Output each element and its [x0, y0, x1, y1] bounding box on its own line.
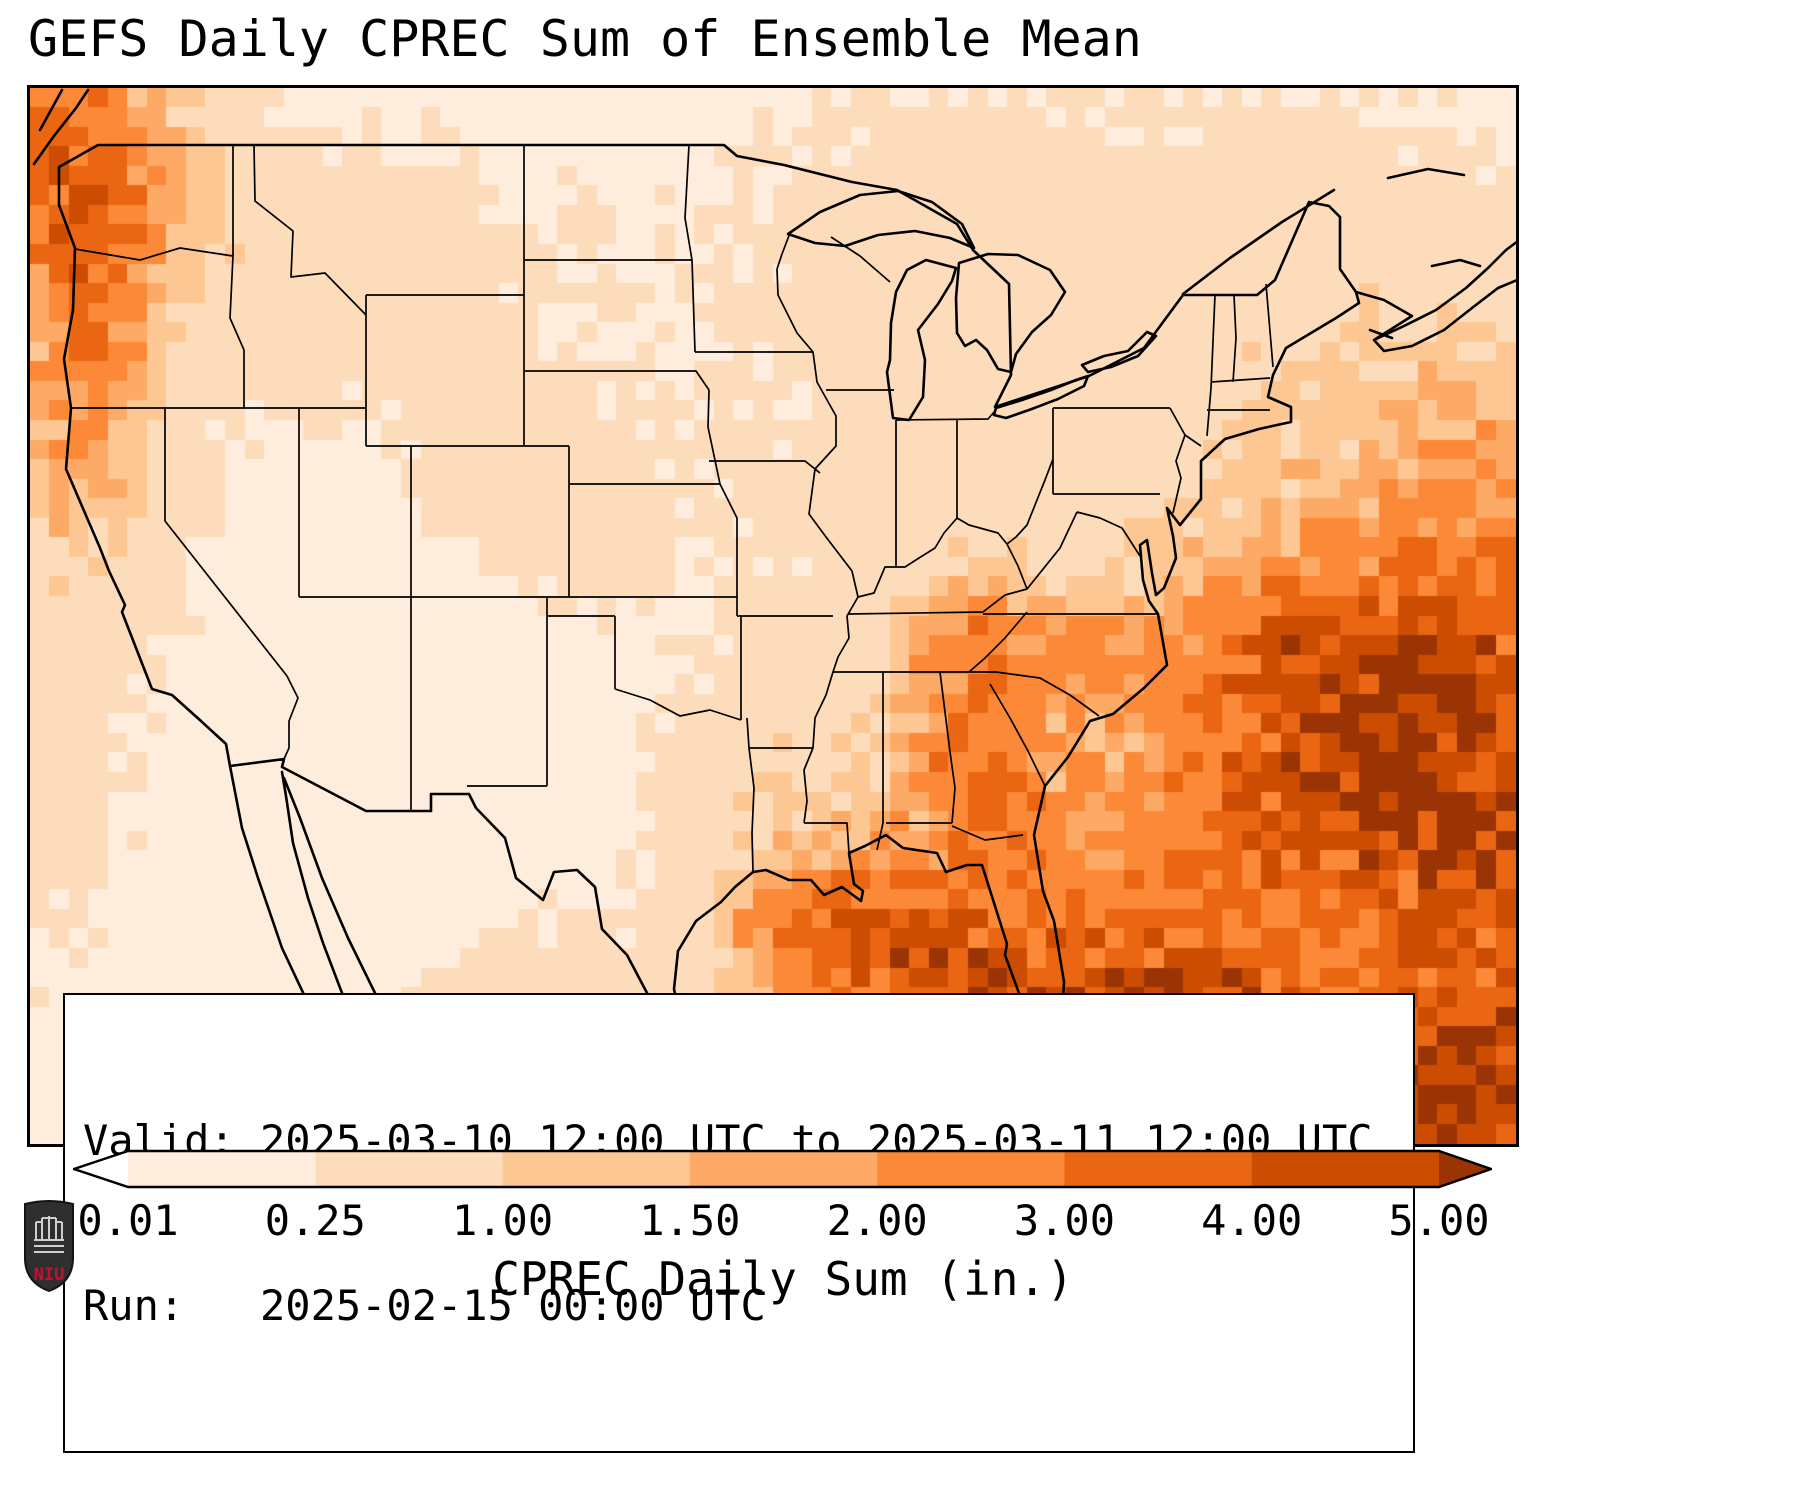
colorbar-under-arrow [74, 1151, 128, 1187]
state-borders [71, 144, 1274, 873]
colorbar-tick: 2.00 [826, 1196, 928, 1245]
colorbar-label: CPREC Daily Sum (in.) [492, 1252, 1074, 1306]
great-lakes-outline [786, 189, 1158, 422]
colorbar-tick: 5.00 [1388, 1196, 1490, 1245]
colorbar-svg [70, 1149, 1495, 1189]
page-title: GEFS Daily CPREC Sum of Ensemble Mean [28, 10, 1142, 68]
niu-shield-icon: NIU [24, 1200, 74, 1293]
colorbar-tick: 0.01 [77, 1196, 179, 1245]
run-line: Run: 2025-02-15 00:00 UTC [83, 1281, 766, 1330]
colorbar-tick: 3.00 [1013, 1196, 1115, 1245]
colorbar-outline [70, 1149, 1495, 1189]
colorbar-ticks: 0.01 0.25 1.00 1.50 2.00 3.00 4.00 5.00 [73, 1196, 1492, 1248]
niu-logo: NIU [22, 1196, 76, 1294]
colorbar [70, 1149, 1495, 1189]
map-borders [32, 88, 1516, 1144]
canada-coastline [32, 88, 1516, 353]
colorbar-tick: 1.00 [451, 1196, 554, 1245]
colorbar-tick: 4.00 [1201, 1196, 1303, 1245]
us-coast-outline [57, 143, 1361, 1046]
map-panel: Valid: 2025-03-10 12:00 UTC to 2025-03-1… [27, 85, 1519, 1453]
validity-box: Valid: 2025-03-10 12:00 UTC to 2025-03-1… [63, 993, 1415, 1453]
niu-logo-text: NIU [34, 1265, 65, 1285]
colorbar-tick: 0.25 [264, 1196, 366, 1245]
colorbar-segments [128, 1151, 1440, 1187]
colorbar-over-arrow [1439, 1151, 1491, 1187]
colorbar-tick: 1.50 [639, 1196, 741, 1245]
castle-icon [34, 1216, 64, 1253]
